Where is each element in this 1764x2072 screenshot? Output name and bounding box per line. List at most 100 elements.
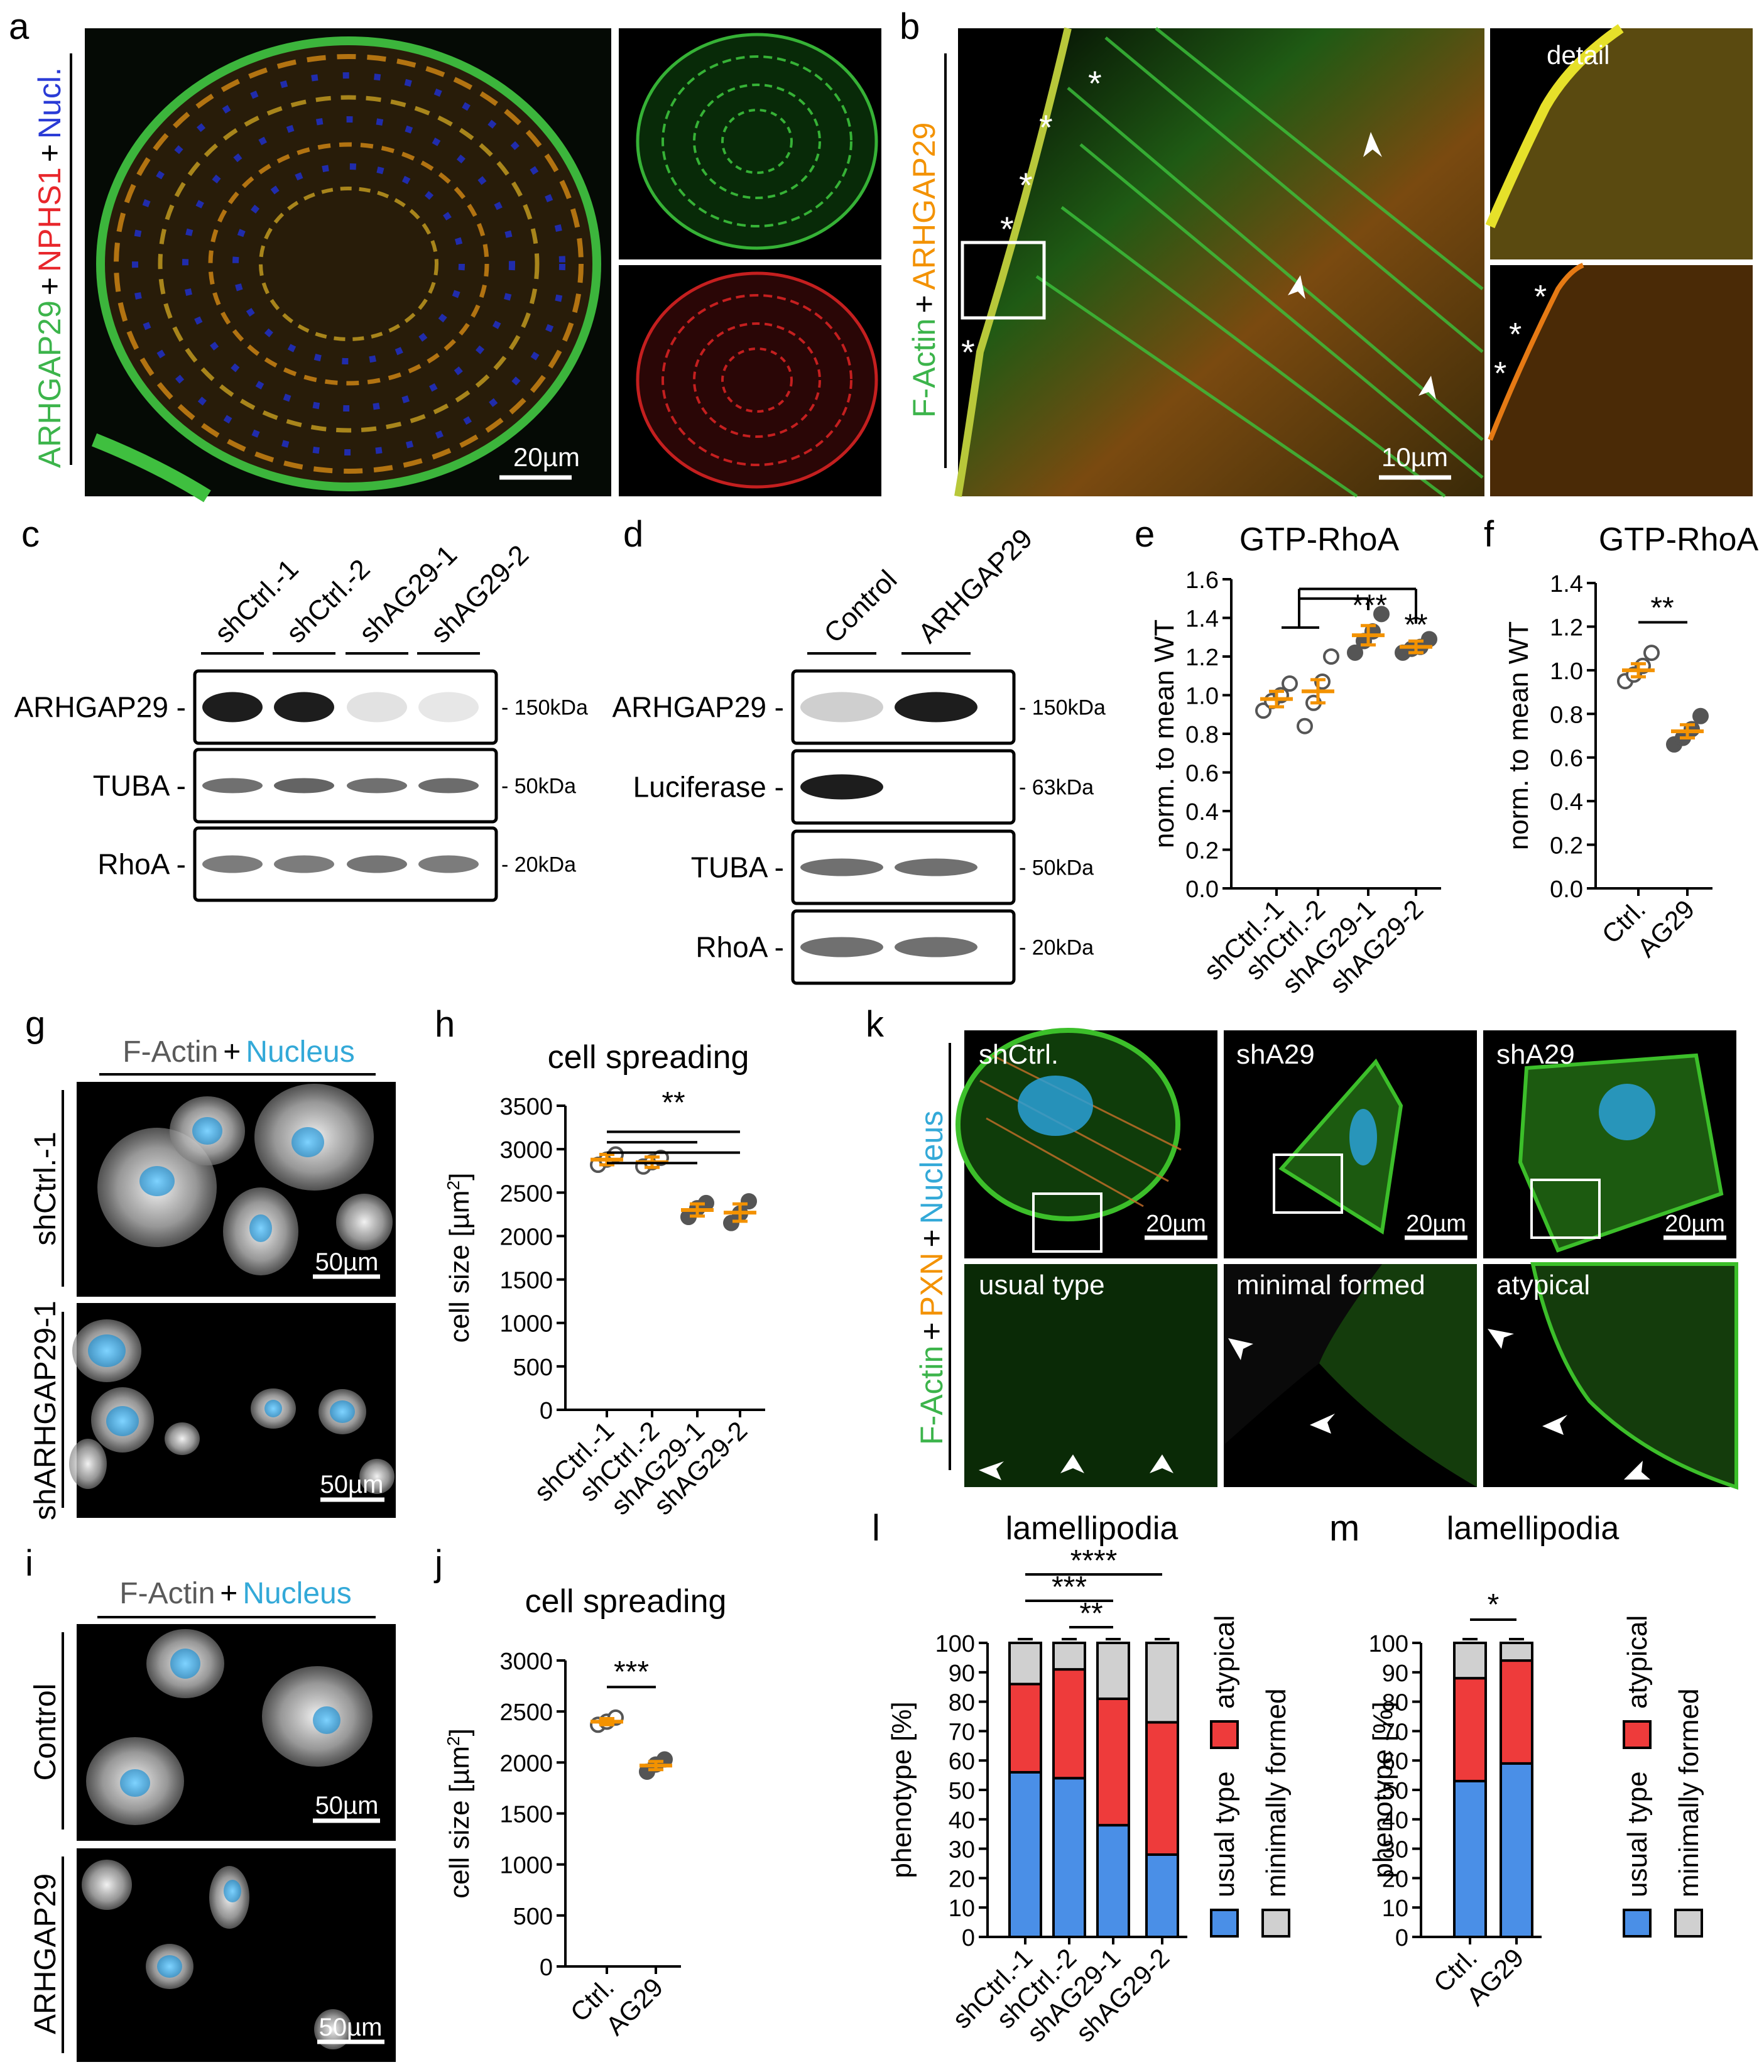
data-point (1347, 644, 1363, 661)
chart-m: m lamellipodia phenotype [%] 0 10 20 30 40 50 60 7… (1329, 1508, 1704, 2011)
x-tick-label: AG29 (1631, 894, 1700, 962)
row-label-shctrl: shCtrl.-1 (29, 1131, 62, 1245)
blot-band (347, 778, 407, 793)
bottom-label-minimal: minimal formed (1236, 1270, 1425, 1300)
blot-band (202, 692, 263, 722)
legend-label: atypical (1209, 1615, 1240, 1709)
y-axis-label: phenotype [%] (886, 1701, 917, 1878)
y-tick-label: 10 (1382, 1895, 1408, 1922)
y-tick-label: 500 (513, 1355, 553, 1381)
blot-band (418, 692, 479, 722)
asterisk: * (1088, 63, 1102, 103)
blot-row (791, 749, 1016, 825)
asterisk: * (1509, 317, 1522, 353)
top-label-sha29-2: shA29 (1496, 1039, 1575, 1070)
y-tick-label: 40 (1382, 1808, 1408, 1834)
panel-i: F-Actin + Nucleus 50µm 50µm Control ARHGAP… (29, 1577, 396, 2062)
row-label-shARHGAP29: shARHGAP29-1 (29, 1300, 62, 1520)
panel-letter-g: g (25, 1004, 45, 1045)
y-tick-label: 2500 (499, 1180, 553, 1207)
chart-title: cell spreading (525, 1583, 727, 1620)
y-tick-label: 0.2 (1185, 838, 1219, 864)
blot-row (193, 748, 498, 824)
data-point (741, 1193, 757, 1210)
y-tick-label: 90 (1382, 1660, 1408, 1687)
legend-label: usual type (1622, 1771, 1653, 1897)
top-label-sha29-1: shA29 (1236, 1039, 1315, 1070)
data-point (1282, 675, 1298, 692)
panel-letter-h: h (435, 1004, 455, 1045)
blot-band (202, 778, 263, 793)
y-tick-label: 0.0 (1185, 876, 1219, 903)
bar-segment (1096, 1642, 1130, 1700)
y-tick-label: 1.6 (1185, 567, 1219, 594)
blot-band (202, 855, 263, 873)
blot-band (274, 855, 334, 873)
blot-band (347, 855, 407, 873)
y-tick-label: 40 (949, 1808, 975, 1834)
chart-title: lamellipodia (1006, 1510, 1179, 1547)
y-tick-label: 2000 (499, 1750, 553, 1777)
y-tick-label: 0.6 (1185, 761, 1219, 787)
scale-bar-label-k1: 20µm (1146, 1211, 1206, 1237)
y-tick-label: 60 (949, 1748, 975, 1775)
y-tick-label: 60 (1382, 1748, 1408, 1775)
arrowhead-icon (1488, 1329, 1514, 1349)
blot-band (895, 858, 977, 876)
top-label-shctrl: shCtrl. (979, 1039, 1059, 1070)
y-tick-label: 1.2 (1550, 614, 1583, 641)
bar-segment (1145, 1853, 1179, 1938)
y-tick-label: 1.4 (1550, 571, 1583, 597)
blot-row-label: RhoA - (97, 848, 186, 881)
asterisk: * (1000, 209, 1014, 249)
y-tick-label: 0.8 (1185, 722, 1219, 748)
asterisk: * (1494, 356, 1506, 392)
scale-bar-label-k3: 20µm (1665, 1211, 1725, 1237)
blot-band (800, 937, 883, 957)
panel-letter-e: e (1135, 514, 1155, 555)
y-tick-label: 0.2 (1550, 833, 1583, 859)
bar-segment (1008, 1770, 1042, 1938)
legend-swatch (1210, 1720, 1239, 1749)
y-tick-label: 50 (949, 1778, 975, 1804)
chart-title: GTP-RhoA (1239, 521, 1400, 558)
y-tick-label: 0 (1395, 1925, 1408, 1951)
panel-c-western-blot: shCtrl.-1shCtrl.-2shAG29-1shAG29-2ARHGAP… (14, 539, 588, 902)
panel-i-stain-label: F-Actin + Nucleus (119, 1577, 351, 1610)
panel-a: 20µm ARHGAP29+NPHS1+Nucl. (32, 28, 881, 503)
y-tick-label: 0.4 (1550, 789, 1583, 815)
y-tick-label: 1500 (499, 1268, 553, 1294)
arrowhead-icon (1060, 1454, 1084, 1473)
panel-letter-m: m (1329, 1508, 1359, 1549)
y-tick-label: 80 (1382, 1690, 1408, 1716)
panel-d-western-blot: Control ARHGAP29 ARHGAP29 - - 150kDa Lucifer… (612, 523, 1106, 985)
legend-swatch (1674, 1909, 1703, 1938)
arrowhead-icon (1624, 1461, 1650, 1480)
legend-swatch (1623, 1720, 1652, 1749)
blot-band (895, 692, 977, 722)
molecular-weight-label: - 150kDa (501, 696, 588, 720)
chart-title: lamellipodia (1447, 1510, 1620, 1547)
y-tick-label: 1.0 (1550, 658, 1583, 685)
y-tick-label: 0 (540, 1398, 553, 1424)
arrowhead-icon (1288, 275, 1305, 299)
bar-segment (1052, 1668, 1086, 1780)
y-tick-label: 2000 (499, 1224, 553, 1250)
legend-swatch (1261, 1909, 1290, 1938)
arrowhead-icon (1418, 376, 1436, 400)
significance-label: *** (1352, 589, 1387, 623)
arrowhead-icon (979, 1461, 1004, 1480)
legend-label: minimally formed (1674, 1688, 1704, 1897)
blot-row-label: Luciferase - (633, 771, 784, 804)
y-tick-label: 20 (1382, 1866, 1408, 1892)
blot-row-label: RhoA - (695, 931, 784, 964)
molecular-weight-label: - 20kDa (501, 853, 576, 877)
blot-row-label: TUBA - (691, 851, 784, 884)
blot-row (193, 669, 498, 745)
y-tick-label: 0.0 (1550, 876, 1583, 903)
y-tick-label: 1000 (499, 1853, 553, 1879)
y-tick-label: 1.4 (1185, 606, 1219, 633)
y-tick-label: 0 (962, 1925, 975, 1951)
arrowhead-icon (1542, 1415, 1567, 1435)
blot-band (800, 692, 883, 722)
